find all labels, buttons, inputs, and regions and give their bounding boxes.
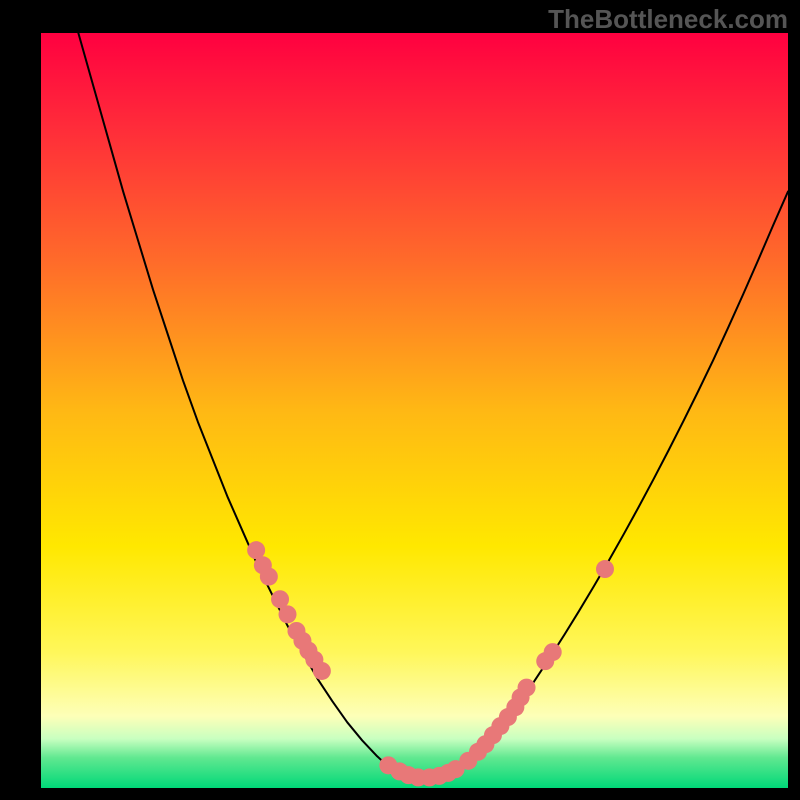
chart-frame: TheBottleneck.com [0,0,800,800]
gradient-background [41,33,788,788]
plot-svg [41,33,788,788]
data-point [271,590,289,608]
data-point [596,560,614,578]
data-point [544,643,562,661]
data-point [247,541,265,559]
watermark-text: TheBottleneck.com [548,4,788,35]
plot-area [41,33,788,788]
data-point [287,622,305,640]
data-point [518,679,536,697]
